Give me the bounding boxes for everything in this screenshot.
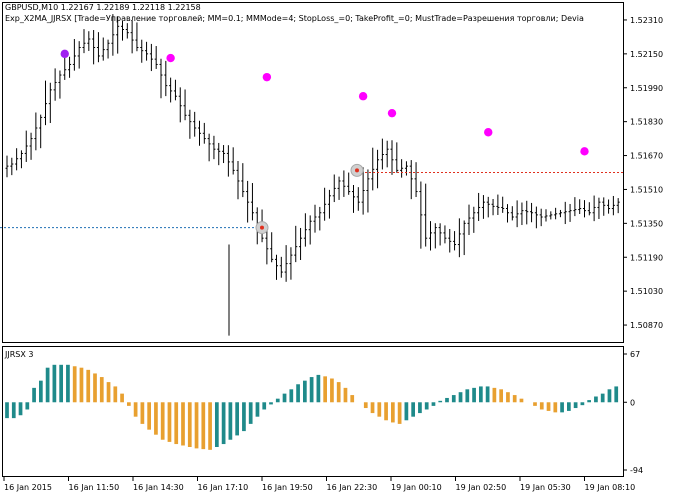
time-tick-label: 19 Jan 08:10 — [585, 483, 636, 492]
symbol-info: GBPUSD,M10 1.22167 1.22189 1.22118 1.221… — [5, 3, 201, 12]
trade-marker-core — [355, 168, 359, 173]
indicator-axis: 67 0 -94 — [623, 350, 643, 475]
signal-dot-icon — [387, 108, 397, 118]
price-tick-label: 1.51510 — [630, 185, 663, 194]
main-chart-frame — [2, 2, 624, 343]
signal-dot-icon — [262, 72, 272, 82]
price-tick-label: 1.51350 — [630, 219, 663, 228]
indicator-tick-label: 67 — [630, 350, 640, 359]
expert-advisor-label: Exp_X2MA_JJRSX [Trade=Управление торговл… — [5, 14, 584, 23]
price-tick-label: 1.52310 — [630, 16, 663, 25]
time-axis: 16 Jan 2015 16 Jan 11:50 16 Jan 14:30 16 Ja… — [3, 477, 636, 492]
price-tick-label: 1.51830 — [630, 118, 663, 127]
time-tick-label: 16 Jan 14:30 — [133, 483, 184, 492]
time-tick-label: 19 Jan 00:10 — [391, 483, 442, 492]
time-tick-label: 16 Jan 17:10 — [198, 483, 249, 492]
signal-dot-icon — [484, 128, 493, 137]
indicator-label: JJRSX 3 — [5, 350, 34, 359]
price-tick-label: 1.52150 — [630, 50, 663, 59]
trade-marker-core — [260, 225, 264, 230]
signal-dot-icon — [166, 53, 175, 63]
price-tick-label: 1.51030 — [630, 287, 663, 296]
time-tick-label: 16 Jan 2015 — [4, 483, 52, 492]
signal-dot-icon — [358, 92, 368, 101]
signal-dot-icon — [580, 147, 589, 156]
trade-markers — [255, 163, 364, 235]
price-tick-label: 1.50870 — [630, 321, 663, 330]
indicator-tick-label: 0 — [630, 398, 635, 407]
signal-dot-icon — [60, 49, 69, 59]
time-tick-label: 16 Jan 19:50 — [262, 483, 313, 492]
indicator-frame — [2, 346, 624, 477]
candlestick-series — [5, 14, 620, 336]
indicator-tick-label: -94 — [630, 466, 643, 475]
time-tick-label: 16 Jan 22:30 — [327, 483, 378, 492]
time-tick-label: 19 Jan 05:30 — [520, 483, 571, 492]
signal-dots — [60, 49, 589, 156]
price-tick-label: 1.51190 — [630, 253, 663, 262]
price-tick-label: 1.51990 — [630, 84, 663, 93]
time-tick-label: 19 Jan 02:50 — [456, 483, 507, 492]
jjrsx-histogram — [5, 364, 619, 450]
time-tick-label: 16 Jan 11:50 — [69, 483, 120, 492]
trade-lines — [0, 172, 624, 229]
price-tick-label: 1.51670 — [630, 152, 663, 161]
price-axis: 1.52310 1.52150 1.51990 1.51830 1.51670 1.515… — [623, 16, 663, 330]
